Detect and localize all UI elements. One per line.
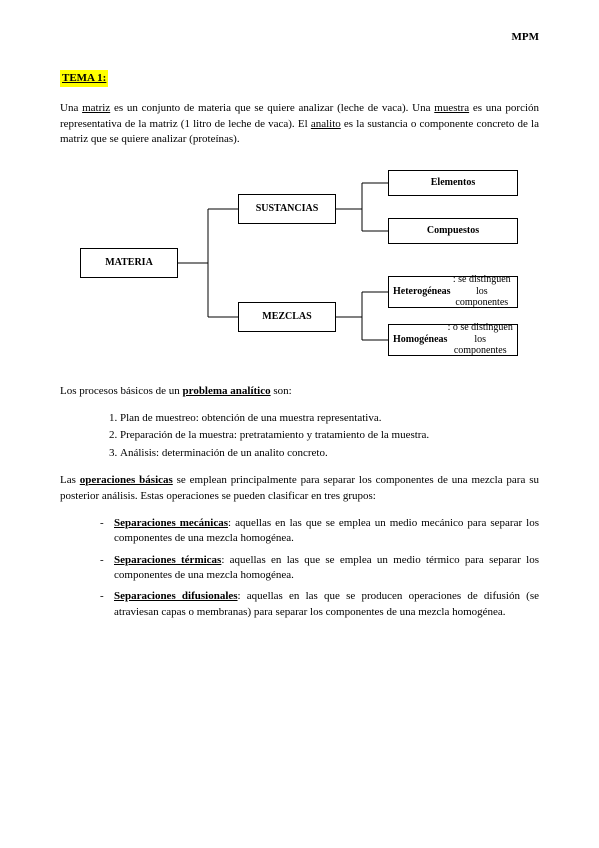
- term-matriz: matriz: [82, 102, 110, 114]
- proceso-item: Plan de muestreo: obtención de una muest…: [120, 411, 539, 426]
- materia-tree-diagram: MATERIASUSTANCIASMEZCLASElementosCompues…: [60, 160, 539, 370]
- procesos-intro: Los procesos básicos de un problema anal…: [60, 384, 539, 399]
- term-muestra: muestra: [434, 102, 469, 114]
- procesos-bold: problema analítico: [183, 385, 271, 397]
- separaciones-list: Separaciones mecánicas: aquellas en las …: [100, 516, 539, 620]
- header-right: MPM: [512, 30, 539, 45]
- separacion-item: Separaciones mecánicas: aquellas en las …: [100, 516, 539, 547]
- sep-title: Separaciones difusionales: [114, 590, 238, 602]
- tema-heading: TEMA 1:: [60, 70, 108, 87]
- intro-t1: Una: [60, 102, 82, 114]
- operaciones-t1: Las: [60, 474, 80, 486]
- procesos-t2: son:: [271, 385, 292, 397]
- sep-title: Separaciones mecánicas: [114, 517, 228, 529]
- intro-paragraph: Una matriz es un conjunto de materia que…: [60, 101, 539, 147]
- procesos-t1: Los procesos básicos de un: [60, 385, 183, 397]
- proceso-item: Preparación de la muestra: pretratamient…: [120, 428, 539, 443]
- separacion-item: Separaciones difusionales: aquellas en l…: [100, 589, 539, 620]
- proceso-item: Análisis: determinación de un analito co…: [120, 446, 539, 461]
- operaciones-bold: operaciones básicas: [80, 474, 173, 486]
- procesos-list: Plan de muestreo: obtención de una muest…: [120, 411, 539, 461]
- diagram-connectors: [60, 160, 539, 370]
- sep-title: Separaciones térmicas: [114, 554, 221, 566]
- term-analito: analito: [311, 118, 341, 130]
- intro-t2: es un conjunto de materia que se quiere …: [110, 102, 434, 114]
- operaciones-intro: Las operaciones básicas se emplean princ…: [60, 473, 539, 504]
- separacion-item: Separaciones térmicas: aquellas en las q…: [100, 553, 539, 584]
